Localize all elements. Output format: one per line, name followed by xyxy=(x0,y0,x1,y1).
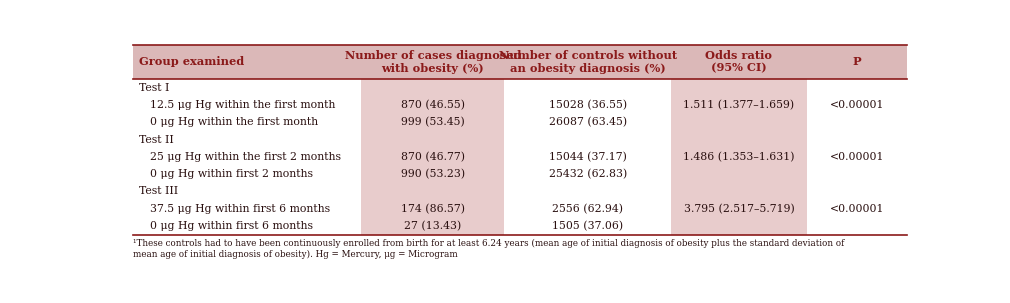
Bar xyxy=(132,45,907,79)
Bar xyxy=(671,45,807,235)
Text: 15028 (36.55): 15028 (36.55) xyxy=(548,100,627,110)
Text: <0.00001: <0.00001 xyxy=(830,152,885,162)
Text: 0 μg Hg within the first month: 0 μg Hg within the first month xyxy=(149,117,318,127)
Text: Test III: Test III xyxy=(138,186,178,196)
Text: 26087 (63.45): 26087 (63.45) xyxy=(548,117,627,128)
Text: ¹These controls had to have been continuously enrolled from birth for at least 6: ¹These controls had to have been continu… xyxy=(132,239,844,258)
Text: 0 μg Hg within first 6 months: 0 μg Hg within first 6 months xyxy=(149,221,313,231)
Text: 0 μg Hg within first 2 months: 0 μg Hg within first 2 months xyxy=(149,169,313,179)
Text: 25 μg Hg within the first 2 months: 25 μg Hg within the first 2 months xyxy=(149,152,340,162)
Text: 37.5 μg Hg within first 6 months: 37.5 μg Hg within first 6 months xyxy=(149,204,330,214)
Text: <0.00001: <0.00001 xyxy=(830,100,885,110)
Text: P: P xyxy=(852,56,862,67)
Text: 3.795 (2.517–5.719): 3.795 (2.517–5.719) xyxy=(684,204,794,214)
Text: <0.00001: <0.00001 xyxy=(830,204,885,214)
Text: 25432 (62.83): 25432 (62.83) xyxy=(548,169,627,179)
Text: 12.5 μg Hg within the first month: 12.5 μg Hg within the first month xyxy=(149,100,335,110)
Text: Group examined: Group examined xyxy=(138,56,244,67)
Text: 1505 (37.06): 1505 (37.06) xyxy=(552,221,623,231)
Text: Test I: Test I xyxy=(138,83,169,93)
Text: Number of controls without
an obesity diagnosis (%): Number of controls without an obesity di… xyxy=(499,50,677,74)
Text: 1.486 (1.353–1.631): 1.486 (1.353–1.631) xyxy=(683,152,795,162)
Text: 870 (46.77): 870 (46.77) xyxy=(401,152,465,162)
Text: 870 (46.55): 870 (46.55) xyxy=(401,100,465,110)
Text: Number of cases diagnosed
with obesity (%): Number of cases diagnosed with obesity (… xyxy=(344,50,521,74)
Text: 2556 (62.94): 2556 (62.94) xyxy=(552,204,623,214)
Text: 27 (13.43): 27 (13.43) xyxy=(404,221,462,231)
Text: 15044 (37.17): 15044 (37.17) xyxy=(548,152,627,162)
Text: Test II: Test II xyxy=(138,135,174,145)
Bar xyxy=(362,45,504,235)
Text: Odds ratio
(95% CI): Odds ratio (95% CI) xyxy=(705,50,773,74)
Text: 999 (53.45): 999 (53.45) xyxy=(401,117,465,128)
Text: 990 (53.23): 990 (53.23) xyxy=(401,169,465,179)
Text: 1.511 (1.377–1.659): 1.511 (1.377–1.659) xyxy=(684,100,795,110)
Text: 174 (86.57): 174 (86.57) xyxy=(401,204,465,214)
